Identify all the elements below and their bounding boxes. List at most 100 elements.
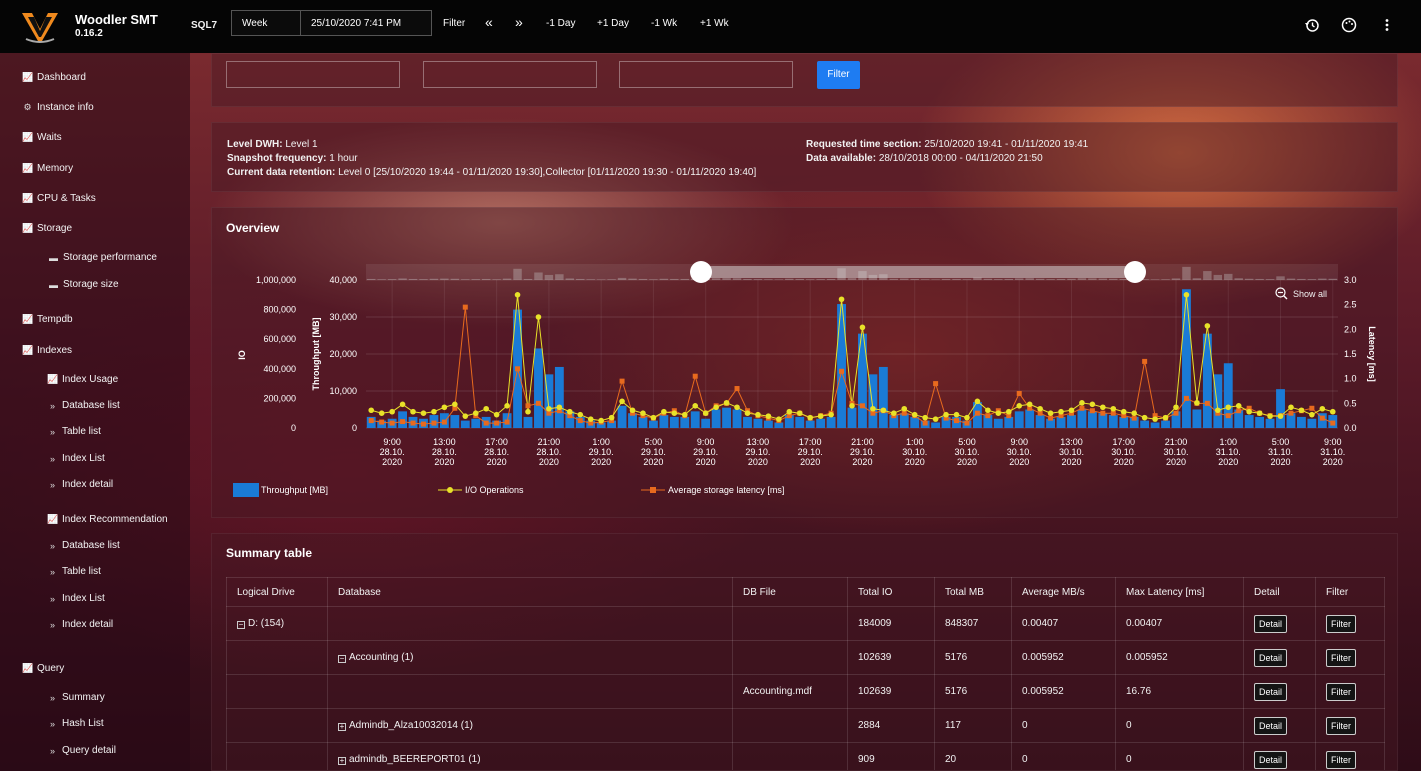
io-point [849, 403, 855, 409]
navigator-bar [565, 278, 575, 280]
col-logical-drive[interactable]: Logical Drive [226, 577, 328, 607]
throughput-bar [523, 416, 533, 428]
sidebar-item-query-detail[interactable]: » Query detail [47, 745, 116, 756]
col-average-mbs[interactable]: Average MB/s [1011, 577, 1116, 607]
sidebar-item-index-detail-2[interactable]: » Index detail [47, 619, 113, 630]
sidebar-item-storage-performance[interactable]: ▬ Storage performance [48, 252, 157, 263]
filter-row-button[interactable]: Filter [1326, 716, 1356, 735]
x-tick-label: 2020 [852, 457, 872, 467]
sidebar-item-index-detail[interactable]: » Index detail [47, 479, 113, 490]
legend-io-swatch-dot [447, 487, 453, 493]
col-total-io[interactable]: Total IO [847, 577, 935, 607]
sidebar-item-index-recommendation[interactable]: 📈 Index Recommendation [47, 514, 168, 525]
sidebar-item-indexes[interactable]: 📈 Indexes [22, 345, 72, 356]
x-tick-label: 29.10. [798, 447, 823, 457]
navigator-handle-left[interactable] [690, 261, 712, 283]
sidebar-item-index-usage[interactable]: 📈 Index Usage [47, 374, 118, 385]
cell-db-file [732, 742, 848, 770]
filter-submit-button[interactable]: Filter [817, 61, 860, 89]
latency-point [515, 366, 521, 372]
detail-button[interactable]: Detail [1254, 716, 1288, 735]
sidebar-item-index-list[interactable]: » Index List [47, 453, 105, 464]
col-max-latency[interactable]: Max Latency [ms] [1115, 577, 1244, 607]
next-button[interactable]: » [515, 14, 523, 30]
latency-point [1309, 405, 1315, 411]
sidebar-item-database-list-2[interactable]: » Database list [47, 540, 120, 551]
datetime-input[interactable]: 25/10/2020 7:41 PM [300, 10, 432, 36]
detail-button[interactable]: Detail [1254, 750, 1288, 769]
x-tick-label: 1:00 [906, 437, 924, 447]
collapse-toggle-icon[interactable]: − [237, 620, 245, 629]
sidebar-item-database-list[interactable]: » Database list [47, 400, 120, 411]
sidebar-item-storage-size[interactable]: ▬ Storage size [48, 279, 119, 290]
navigator-bar [1056, 278, 1066, 280]
sidebar-item-instance-info[interactable]: ⚙ Instance info [22, 102, 93, 113]
filter-row-button[interactable]: Filter [1326, 750, 1356, 769]
navigator-handle-right[interactable] [1124, 261, 1146, 283]
requested-label: Requested time section: [806, 139, 922, 150]
sidebar-item-query[interactable]: 📈 Query [22, 663, 64, 674]
y-latency-axis-title: Latency [ms] [1367, 326, 1377, 382]
sidebar-item-waits[interactable]: 📈 Waits [22, 132, 62, 143]
filter-button[interactable]: Filter [443, 18, 466, 29]
history-icon[interactable] [1304, 17, 1320, 33]
latency-point [1319, 415, 1325, 421]
database-label: admindb_BEEREPORT01 (1) [349, 754, 481, 765]
palette-icon[interactable] [1341, 17, 1357, 33]
io-point [1183, 292, 1190, 298]
col-total-mb[interactable]: Total MB [934, 577, 1012, 607]
navigator-bar [367, 278, 376, 280]
latency-point [1016, 390, 1022, 396]
io-point [1288, 404, 1294, 411]
cell-max-latency: 0.00407 [1115, 606, 1244, 641]
sidebar-item-summary[interactable]: » Summary [47, 692, 105, 703]
collapse-toggle-icon[interactable]: − [338, 654, 346, 663]
plus-week-button[interactable]: +1 Wk [700, 18, 729, 29]
range-select[interactable]: Week [231, 10, 301, 36]
io-point [378, 410, 385, 416]
sidebar-item-cpu-tasks[interactable]: 📈 CPU & Tasks [22, 193, 96, 204]
more-vertical-icon[interactable] [1379, 17, 1395, 33]
navigator-bar [638, 278, 648, 280]
navigator-bar [419, 279, 428, 280]
expand-toggle-icon[interactable]: + [338, 756, 346, 765]
double-chevron-icon: » [49, 479, 55, 490]
col-db-file[interactable]: DB File [732, 577, 848, 607]
plus-day-button[interactable]: +1 Day [597, 18, 629, 29]
detail-button[interactable]: Detail [1254, 648, 1288, 667]
sidebar-item-dashboard[interactable]: 📈 Dashboard [22, 72, 86, 83]
sidebar-item-tempdb[interactable]: 📈 Tempdb [22, 314, 73, 325]
expand-toggle-icon[interactable]: + [338, 722, 346, 731]
col-database[interactable]: Database [327, 577, 733, 607]
sidebar-item-memory[interactable]: 📈 Memory [22, 163, 73, 174]
filter-row-button[interactable]: Filter [1326, 614, 1356, 633]
sidebar-item-table-list[interactable]: » Table list [47, 426, 101, 437]
filter-input-1[interactable] [226, 61, 400, 88]
cell-max-latency: 16.76 [1115, 674, 1244, 709]
filter-row-button[interactable]: Filter [1326, 682, 1356, 701]
latency-point [431, 420, 437, 426]
io-point [713, 404, 719, 411]
sidebar-item-index-list-2[interactable]: » Index List [47, 593, 105, 604]
io-point [943, 411, 949, 418]
navigator-bar [1265, 279, 1275, 280]
throughput-bar [1046, 418, 1056, 428]
x-tick-label: 21:00 [851, 437, 874, 447]
minus-week-button[interactable]: -1 Wk [651, 18, 678, 29]
io-point [389, 408, 395, 415]
filter-input-3[interactable] [619, 61, 793, 88]
minus-day-button[interactable]: -1 Day [546, 18, 576, 29]
cell-detail: Detail [1243, 708, 1316, 743]
filter-row-button[interactable]: Filter [1326, 648, 1356, 667]
sidebar-item-table-list-2[interactable]: » Table list [47, 566, 101, 577]
sidebar-item-hash-list[interactable]: » Hash List [47, 718, 104, 729]
filter-input-2[interactable] [423, 61, 597, 88]
latency-point [1079, 405, 1085, 411]
show-all-button[interactable]: Show all [1275, 287, 1327, 300]
prev-button[interactable]: « [485, 14, 493, 30]
x-tick-label: 2020 [957, 457, 977, 467]
latency-point [630, 410, 636, 416]
detail-button[interactable]: Detail [1254, 682, 1288, 701]
detail-button[interactable]: Detail [1254, 614, 1288, 633]
sidebar-item-storage[interactable]: 📈 Storage [22, 223, 72, 234]
